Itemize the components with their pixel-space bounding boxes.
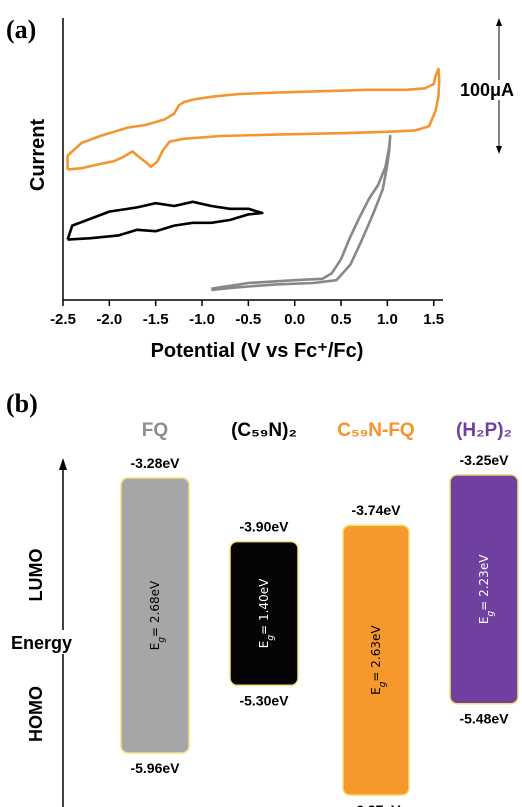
energy-label-bg <box>8 630 108 654</box>
x-ticks: -2.5 -2.0 -1.5 -1.0 -0.5 0.0 0.5 1.0 1.5 <box>50 300 444 328</box>
x-tick-label: -1.0 <box>189 311 215 328</box>
gap-label: Eg= 1.40eV <box>257 578 276 648</box>
x-tick-label: 0.0 <box>284 311 305 328</box>
lumo-value-label: -3.28eV <box>130 455 180 471</box>
cv-curve-1 <box>66 67 441 171</box>
lumo-value-label: -3.90eV <box>239 519 289 535</box>
homo-value-label: -6.37eV <box>351 802 401 807</box>
x-axis-title: Potential (V vs Fc⁺/Fc) <box>151 340 364 362</box>
gap-label: Eg= 2.63eV <box>369 625 388 695</box>
lumo-side-label: LUMO <box>26 549 46 602</box>
cv-curve-3 <box>211 134 392 292</box>
lumo-value-label: -3.25eV <box>459 452 509 468</box>
x-tick-label: 1.5 <box>423 311 444 328</box>
homo-side-label: HOMO <box>26 686 46 742</box>
cv-curves <box>66 67 441 292</box>
energy-gap-bar <box>229 540 299 687</box>
scale-bar-label: 100μA <box>460 80 514 100</box>
gap-label: Eg= 2.68eV <box>148 580 167 650</box>
energy-gap-bar <box>449 474 519 705</box>
energy-axis-title: Energy <box>11 633 72 653</box>
x-tick-label: -0.5 <box>235 311 261 328</box>
y-axis-title: Current <box>27 119 49 192</box>
homo-value-label: -5.96eV <box>130 760 180 776</box>
energy-gap-bar <box>342 524 410 796</box>
panel-b-label: (b) <box>6 389 38 418</box>
x-tick-label: -2.0 <box>96 311 122 328</box>
x-tick-label: 1.0 <box>377 311 398 328</box>
cv-curve-2 <box>66 200 264 241</box>
x-tick-label: -2.5 <box>50 311 76 328</box>
energy-levels: FQ -3.28eV -5.96eV Eg= 2.68eV (C₅₉N)₂ -3.90eV… <box>120 420 519 807</box>
energy-axis-arrow <box>59 458 67 470</box>
lumo-value-label: -3.74eV <box>351 502 401 518</box>
molecule-label: (C₅₉N)₂ <box>231 420 297 441</box>
gap-label: Eg= 2.23eV <box>477 554 496 624</box>
x-tick-label: 0.5 <box>331 311 352 328</box>
energy-gap-bar <box>120 477 190 754</box>
homo-value-label: -5.48eV <box>459 711 509 727</box>
scale-bar <box>496 18 502 154</box>
molecule-label: (H₂P)₂ <box>456 420 512 441</box>
panel-a-label: (a) <box>6 15 36 44</box>
molecule-label: FQ <box>142 420 168 441</box>
molecule-label: C₅₉N-FQ <box>337 420 414 441</box>
x-tick-label: -1.5 <box>143 311 169 328</box>
homo-value-label: -5.30eV <box>239 692 289 708</box>
